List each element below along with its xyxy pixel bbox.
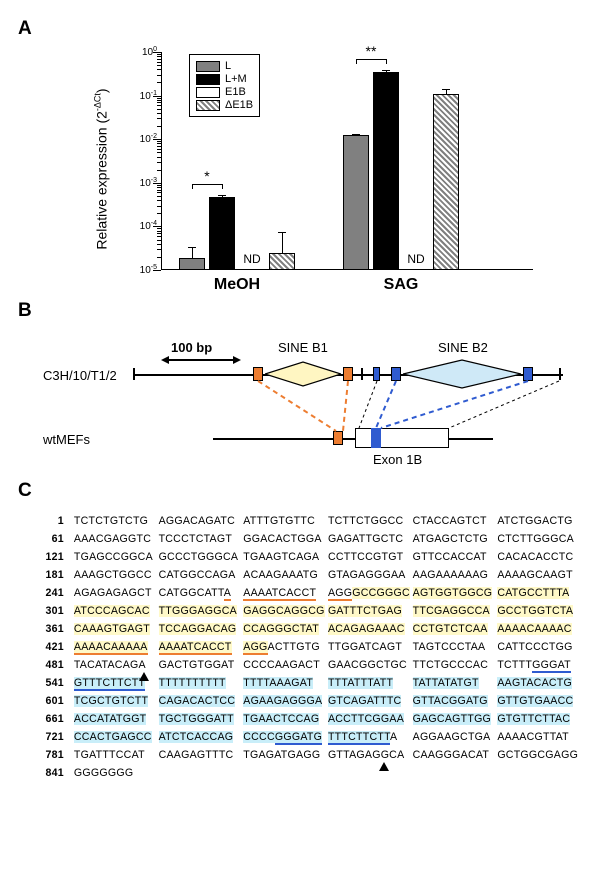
panel-c-label: C [18,480,582,502]
panel-c: 1TCTCTGTCTGAGGACAGATCATTTGTGTTCTCTTCTGGC… [30,512,582,782]
chart-a-legend: LL+ME1BΔE1B [189,54,260,117]
panel-a-label: A [18,18,582,40]
chart-a-ylabel: Relative expression (2-ΔCt) [93,88,110,249]
panel-b: C3H/10/T1/2wtMEFs100 bpSINE B1SINE B2Exo… [43,334,573,474]
chart-a: Relative expression (2-ΔCt) NDND*** LL+M… [113,44,533,294]
panel-b-label: B [18,300,582,322]
